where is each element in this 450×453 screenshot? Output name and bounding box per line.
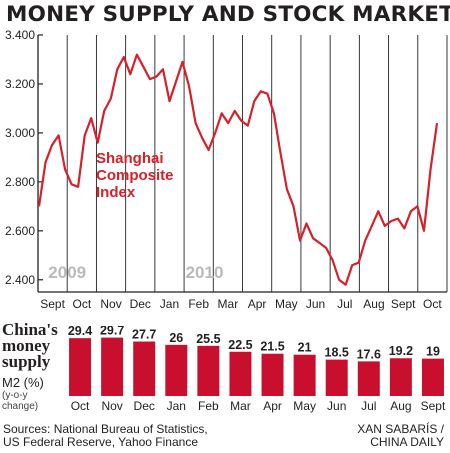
x-tick-label: Aug	[363, 297, 384, 311]
x-tick-label: Sept	[40, 297, 65, 311]
bar	[325, 359, 348, 396]
x-tick-label: May	[275, 297, 298, 311]
bar-value-label: 17.6	[357, 347, 381, 361]
y-tick-label: 3.000	[5, 126, 35, 140]
bar-category-label: Mar	[230, 399, 251, 413]
bar-category-label: Oct	[71, 399, 90, 413]
chart-title: MONEY SUPPLY AND STOCK MARKET	[6, 2, 450, 27]
bar	[229, 351, 252, 396]
bar-category-label: Jul	[361, 399, 376, 413]
bar	[261, 353, 284, 396]
x-tick-label: Jan	[160, 297, 179, 311]
bar	[165, 344, 188, 396]
bar-category-labels: Oct Nov Dec Jan Feb Mar Apr May Jun Jul Aug Sept	[71, 399, 446, 413]
y-tick-label: 3.400	[5, 30, 35, 42]
bars	[69, 337, 444, 396]
series-line-shanghai-composite-index	[37, 53, 439, 286]
bar-category-label: Jun	[327, 399, 346, 413]
credit: XAN SABARÍS / CHINA DAILY	[357, 423, 444, 449]
x-tick-label: Dec	[130, 297, 151, 311]
money-supply-title: China's money supply	[2, 320, 58, 371]
money-supply-title-line: money	[2, 336, 51, 355]
bar-value-label: 19	[426, 345, 440, 359]
bar	[389, 358, 412, 396]
x-tick-label: Oct	[423, 297, 442, 311]
credit-line: XAN SABARÍS /	[357, 422, 444, 436]
bar	[421, 358, 444, 396]
x-axis-labels: Sept Oct Nov Dec Jan Feb Mar Apr May Jun Jul Aug Sep…	[40, 297, 442, 311]
bar	[101, 337, 124, 396]
series-label-line: Index	[96, 184, 136, 201]
bar-value-label: 21	[298, 341, 312, 355]
bar-value-label: 29.7	[100, 326, 124, 338]
x-tick-label: Jun	[306, 297, 325, 311]
bar-category-label: Aug	[390, 399, 411, 413]
bar-category-label: Dec	[134, 399, 155, 413]
bar-value-label: 27.7	[132, 328, 156, 342]
bar-value-label: 21.5	[260, 340, 284, 354]
y-axis-ticks: 2.400 2.600 2.800 3.000 3.200 3.400	[5, 30, 43, 287]
bar-category-label: May	[293, 399, 316, 413]
series-label-line: Composite	[96, 167, 174, 184]
sources-line: Sources: National Bureau of Statistics,	[3, 422, 208, 436]
bar	[133, 341, 156, 396]
money-supply-note-line: change)	[2, 401, 39, 412]
bar-value-label: 18.5	[325, 346, 349, 360]
x-tick-label: Mar	[218, 297, 239, 311]
y-tick-label: 3.200	[5, 77, 35, 91]
y-tick-label: 2.600	[5, 224, 35, 238]
bar-value-label: 29.4	[68, 326, 92, 338]
credit-line: CHINA DAILY	[370, 435, 444, 449]
bar-value-label: 25.5	[196, 332, 220, 346]
x-tick-label: Nov	[100, 297, 121, 311]
series-label: Shanghai Composite Index	[96, 150, 174, 201]
bar-category-label: Nov	[101, 399, 122, 413]
series-label-line: Shanghai	[96, 150, 164, 167]
bar-category-label: Jan	[167, 399, 186, 413]
bar	[69, 338, 92, 396]
bar-value-label: 22.5	[228, 338, 252, 352]
money-supply-bar-chart: 29.4 29.7 27.7 26 25.5 22.5 21.5 21 18.5 17.6 19.2…	[68, 326, 446, 413]
bar	[357, 361, 380, 396]
money-supply-note-line: (y-o-y	[2, 390, 28, 401]
bar	[197, 345, 220, 396]
bar-category-label: Sept	[421, 399, 446, 413]
x-tick-label: Sept	[391, 297, 416, 311]
sources: Sources: National Bureau of Statistics, …	[3, 423, 208, 449]
bar	[293, 354, 316, 396]
x-tick-label: Apr	[248, 297, 267, 311]
year-labels: 2009 2010	[48, 263, 223, 282]
bar-value-label: 19.2	[389, 344, 413, 358]
money-supply-note: (y-o-y change)	[2, 390, 38, 412]
bar-value-labels: 29.4 29.7 27.7 26 25.5 22.5 21.5 21 18.5 17.6 19.2…	[68, 326, 440, 361]
year-label: 2010	[186, 263, 224, 282]
bar-category-label: Feb	[198, 399, 219, 413]
x-tick-label: Oct	[72, 297, 91, 311]
sources-line: US Federal Reserve, Yahoo Finance	[3, 435, 198, 449]
bar-category-label: Apr	[263, 399, 282, 413]
bar-value-label: 26	[169, 331, 183, 345]
grid	[37, 35, 448, 293]
y-tick-label: 2.400	[5, 273, 35, 287]
x-tick-label: Jul	[337, 297, 352, 311]
x-tick-label: Feb	[188, 297, 209, 311]
money-supply-unit: M2 (%)	[2, 375, 44, 390]
year-label: 2009	[48, 263, 86, 282]
y-tick-label: 2.800	[5, 175, 35, 189]
money-supply-title-line: China's	[2, 320, 58, 339]
money-supply-title-line: supply	[2, 352, 51, 371]
